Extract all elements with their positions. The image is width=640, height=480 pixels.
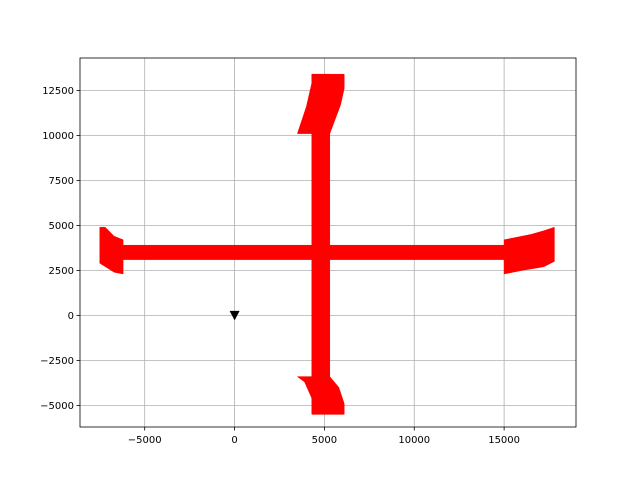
- right-flared-end: [503, 226, 555, 275]
- top-flared-end: [297, 73, 345, 134]
- shape-layer: [99, 73, 555, 415]
- plot-area: [79, 57, 577, 428]
- y-tick-label: −2500: [40, 356, 74, 367]
- y-tick-label: 7500: [49, 176, 74, 187]
- bottom-flared-end: [296, 376, 345, 415]
- triangle-down-marker: [229, 310, 240, 321]
- y-tick-label: 10000: [42, 131, 74, 142]
- x-tick-label: 15000: [488, 435, 520, 446]
- left-flared-end: [99, 226, 124, 275]
- axes-frame: [79, 57, 577, 428]
- x-tick-label: 10000: [398, 435, 430, 446]
- y-axis: −5000 −2500 0 2500 5000 7500 10000 12500: [40, 86, 80, 412]
- y-tick-label: 0: [68, 311, 74, 322]
- y-tick-label: −5000: [40, 401, 74, 412]
- y-tick-label: 5000: [49, 221, 74, 232]
- x-tick-label: −5000: [128, 435, 162, 446]
- y-tick-label: 12500: [42, 86, 74, 97]
- x-tick-label: 0: [231, 435, 237, 446]
- y-tick-label: 2500: [49, 266, 74, 277]
- x-axis: −5000 0 5000 10000 15000: [128, 427, 520, 446]
- x-tick-label: 5000: [312, 435, 337, 446]
- marker-layer: [229, 310, 240, 321]
